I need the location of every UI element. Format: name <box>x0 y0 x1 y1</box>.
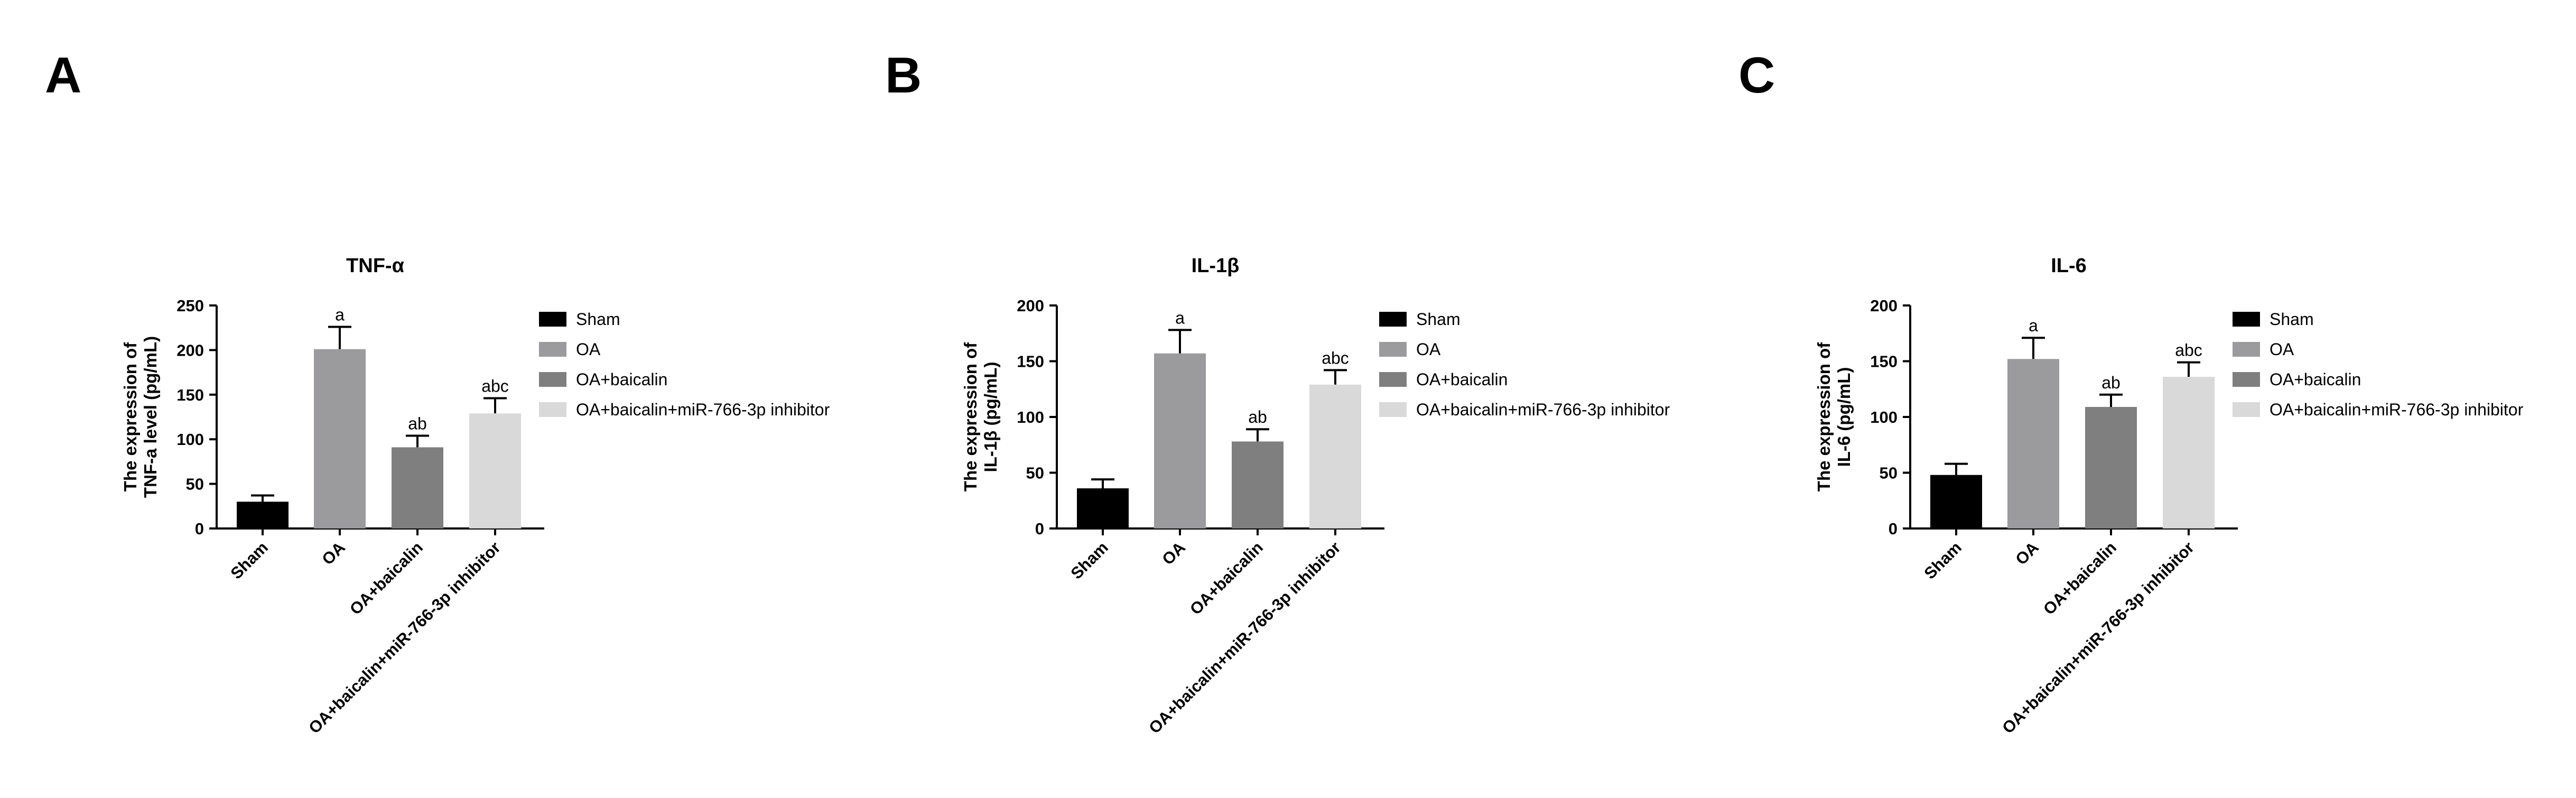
y-axis-label-line1: The expression of <box>120 342 140 491</box>
legend-label-2: OA+baicalin <box>1416 370 1508 389</box>
legend-label-0: Sham <box>2270 310 2314 329</box>
legend-swatch-0 <box>2233 312 2260 327</box>
y-tick-label: 0 <box>1035 519 1044 538</box>
y-tick-label: 50 <box>1880 464 1898 482</box>
panel-letter: C <box>1738 47 1775 104</box>
y-axis-label-line2: TNF-a level (pg/mL) <box>141 336 160 498</box>
y-tick-label: 200 <box>176 341 204 359</box>
y-tick-label: 150 <box>1017 352 1044 371</box>
legend-swatch-2 <box>539 372 566 387</box>
chart-title: IL-1β <box>1192 255 1240 277</box>
legend-swatch-1 <box>1379 342 1407 357</box>
legend-swatch-3 <box>2233 402 2260 417</box>
y-tick-label: 150 <box>176 386 204 404</box>
legend-swatch-2 <box>1379 372 1407 387</box>
bar-3 <box>2163 377 2215 528</box>
bar-1 <box>314 349 366 528</box>
significance-label-3: abc <box>481 377 509 396</box>
legend-label-2: OA+baicalin <box>2270 370 2361 389</box>
y-tick-label: 100 <box>176 430 204 449</box>
significance-label-2: ab <box>408 414 427 433</box>
y-tick-label: 200 <box>1017 296 1044 315</box>
panel-letter: A <box>45 47 81 104</box>
legend-label-1: OA <box>1416 340 1441 359</box>
y-tick-label: 250 <box>176 296 204 315</box>
legend-label-1: OA <box>2270 340 2294 359</box>
chart-title: IL-6 <box>2051 255 2087 277</box>
y-axis-label-line1: The expression of <box>961 342 980 491</box>
chart-title: TNF-α <box>346 255 404 277</box>
y-axis-label-line2: IL-6 (pg/mL) <box>1834 367 1854 467</box>
y-tick-label: 200 <box>1870 296 1898 315</box>
legend-label-3: OA+baicalin+miR-766-3p inhibitor <box>2270 400 2524 419</box>
panel-letter: B <box>885 47 922 104</box>
legend-swatch-3 <box>539 402 566 417</box>
significance-label-2: ab <box>2101 373 2121 392</box>
bar-2 <box>2085 407 2137 528</box>
y-tick-label: 50 <box>186 475 204 494</box>
legend-swatch-2 <box>2233 372 2260 387</box>
significance-label-1: a <box>335 305 345 324</box>
bar-3 <box>469 413 521 528</box>
significance-label-2: ab <box>1248 407 1267 426</box>
y-tick-label: 0 <box>1889 519 1898 538</box>
significance-label-3: abc <box>2175 341 2202 360</box>
y-tick-label: 50 <box>1026 464 1044 482</box>
y-tick-label: 100 <box>1017 408 1044 426</box>
bar-1 <box>2007 359 2059 528</box>
legend-label-0: Sham <box>576 310 620 329</box>
legend-swatch-1 <box>539 342 566 357</box>
bar-0 <box>1930 475 1982 528</box>
bar-0 <box>1077 488 1129 528</box>
y-tick-label: 150 <box>1870 352 1898 371</box>
bar-3 <box>1309 384 1361 528</box>
legend-label-3: OA+baicalin+miR-766-3p inhibitor <box>576 400 830 419</box>
legend-swatch-3 <box>1379 402 1407 417</box>
bar-0 <box>237 502 289 528</box>
legend-swatch-0 <box>539 312 566 327</box>
legend-label-1: OA <box>576 340 601 359</box>
legend-swatch-1 <box>2233 342 2260 357</box>
significance-label-3: abc <box>1322 348 1349 367</box>
significance-label-1: a <box>1175 308 1185 327</box>
legend-swatch-0 <box>1379 312 1407 327</box>
bar-2 <box>392 447 443 528</box>
bar-1 <box>1154 353 1206 528</box>
y-axis-label-line2: IL-1β (pg/mL) <box>981 362 1000 472</box>
bar-2 <box>1232 441 1284 528</box>
significance-label-1: a <box>2029 316 2038 335</box>
y-tick-label: 100 <box>1870 408 1898 426</box>
legend-label-0: Sham <box>1416 310 1461 329</box>
legend-label-2: OA+baicalin <box>576 370 667 389</box>
y-tick-label: 0 <box>195 519 204 538</box>
y-axis-label-line1: The expression of <box>1814 342 1834 491</box>
legend-label-3: OA+baicalin+miR-766-3p inhibitor <box>1416 400 1670 419</box>
